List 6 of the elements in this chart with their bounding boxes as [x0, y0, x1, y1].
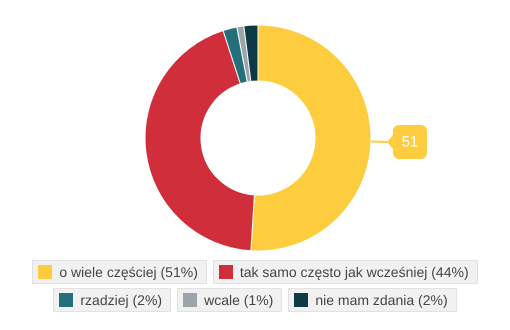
data-label: 51: [402, 134, 418, 151]
legend-label: wcale (1%): [204, 292, 274, 308]
legend-label: rzadziej (2%): [80, 292, 162, 308]
legend-label: o wiele częściej (51%): [59, 264, 198, 280]
legend-label: tak samo często jak wcześniej (44%): [240, 264, 469, 280]
legend-label: nie mam zdania (2%): [315, 292, 448, 308]
